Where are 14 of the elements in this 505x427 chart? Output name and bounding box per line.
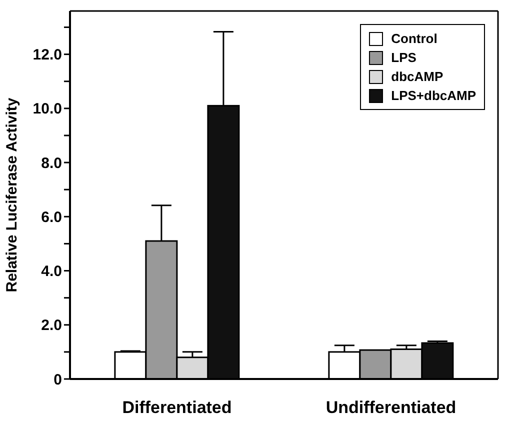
- x-tick-label: Undifferentiated: [326, 398, 456, 418]
- legend-label: Control: [391, 31, 438, 46]
- y-tick-label: 4.0: [41, 263, 62, 280]
- legend-label: dbcAMP: [391, 69, 444, 84]
- y-tick-label: 0: [54, 371, 62, 388]
- y-axis-title: Relative Luciferase Activity: [3, 97, 20, 292]
- x-tick-label: Differentiated: [122, 398, 232, 418]
- legend-label: LPS+dbcAMP: [391, 88, 476, 103]
- y-tick-label: 10.0: [32, 100, 62, 118]
- y-tick-label: 6.0: [41, 208, 62, 226]
- y-tick-label: 2.0: [41, 317, 62, 334]
- y-tick-label: 8.0: [41, 154, 62, 172]
- y-tick-label: 12.0: [32, 46, 62, 64]
- legend-label: LPS: [391, 50, 416, 65]
